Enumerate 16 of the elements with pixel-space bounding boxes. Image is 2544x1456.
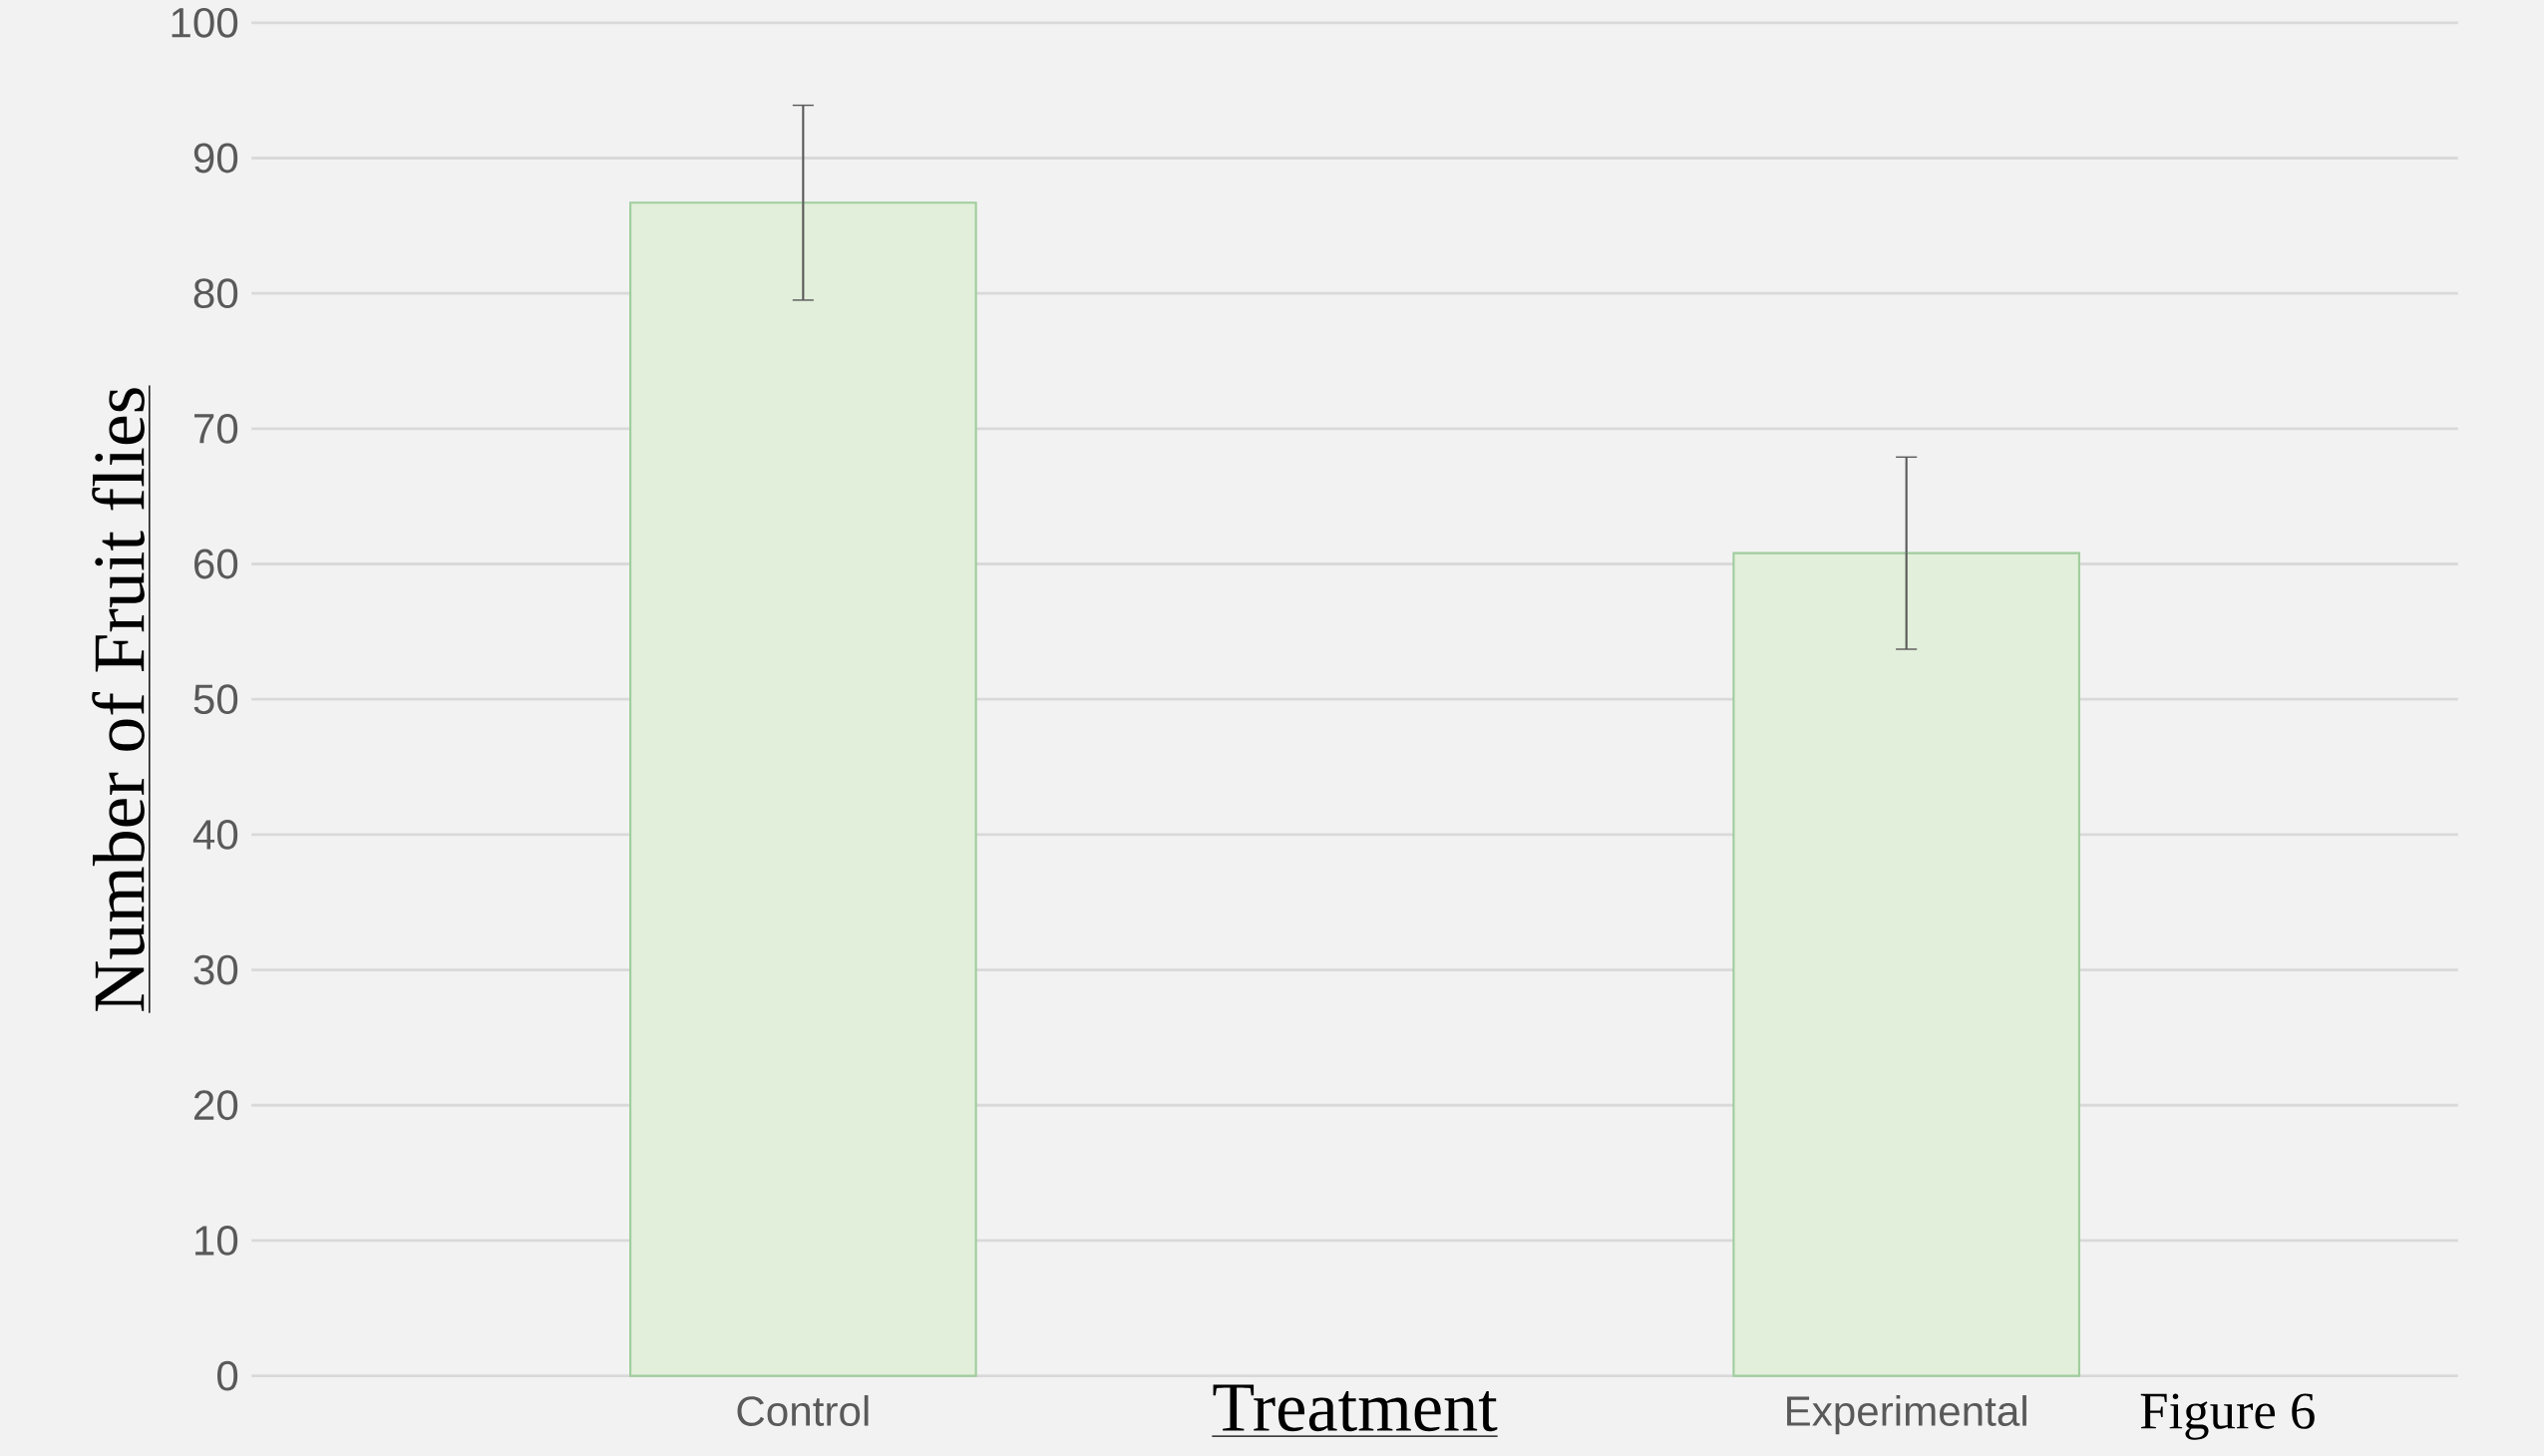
x-tick-label: Experimental: [1787, 1395, 2026, 1435]
caption: Figure 6: [2140, 1393, 2315, 1440]
y-tick-label: 60: [194, 548, 238, 579]
y-tick-label: 90: [193, 143, 238, 174]
x-axis-title: Treatment: [1213, 1384, 1498, 1432]
x-tick-label: Control: [737, 1395, 869, 1426]
y-tick-label: 40: [192, 819, 238, 850]
y-tick-label: 30: [193, 954, 238, 985]
y-tick-label: 10: [195, 1226, 238, 1256]
y-tick-label: 50: [193, 684, 238, 715]
y-tick-label: 100: [172, 7, 238, 38]
y-tick-label: 80: [193, 278, 238, 309]
y-tick-label: 70: [194, 413, 238, 444]
y-tick-label: 20: [193, 1090, 238, 1121]
y-axis-title: Number of Fruit flies: [92, 388, 145, 1011]
y-tick-label: 0: [216, 1360, 238, 1391]
